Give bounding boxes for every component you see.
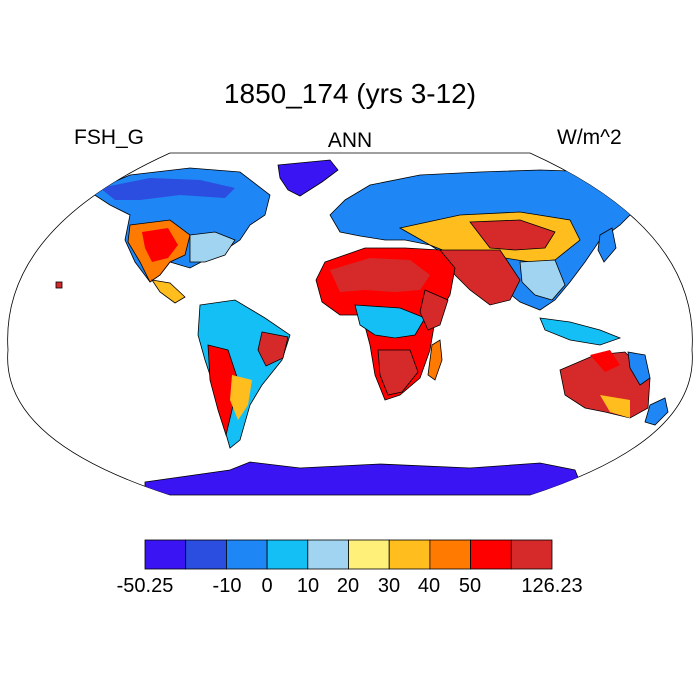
new-zealand (644, 397, 669, 426)
colorbar-swatch (470, 539, 512, 570)
greenland (277, 159, 339, 197)
colorbar-tick-label: 20 (336, 575, 360, 597)
antarctica (144, 461, 586, 495)
australia (559, 350, 651, 419)
colorbar-swatch (266, 539, 309, 570)
colorbar-swatch (307, 539, 349, 570)
colorbar-swatch (144, 539, 187, 570)
units-label: W/m^2 (557, 126, 622, 149)
colorbar-tick-label: 126.23 (521, 575, 583, 597)
colorbar-swatch (429, 539, 471, 570)
south-america (197, 299, 291, 449)
colorbar-tick-label: 50 (458, 575, 482, 597)
eurasia (329, 169, 641, 311)
japan (597, 227, 617, 263)
colorbar-swatch (388, 539, 431, 570)
africa (315, 247, 456, 401)
indonesia (539, 317, 622, 346)
variable-label: FSH_G (74, 126, 145, 149)
map-title: 1850_174 (yrs 3-12) (223, 78, 477, 109)
madagascar (427, 339, 443, 381)
colorbar-swatch (348, 539, 390, 570)
colorbar-tick-label: 0 (261, 575, 273, 597)
north-america (89, 167, 271, 304)
hawaii (55, 281, 63, 289)
colorbar-swatch (225, 539, 268, 570)
colorbar-swatch (510, 539, 553, 570)
colorbar-tick-label: 30 (377, 575, 401, 597)
season-label: ANN (327, 129, 373, 152)
colorbar-tick-label: -10 (212, 575, 242, 597)
colorbar-tick-label: -50.25 (116, 575, 174, 597)
colorbar-swatch (185, 539, 227, 570)
colorbar-tick-label: 10 (296, 575, 320, 597)
colorbar-tick-label: 40 (417, 575, 441, 597)
